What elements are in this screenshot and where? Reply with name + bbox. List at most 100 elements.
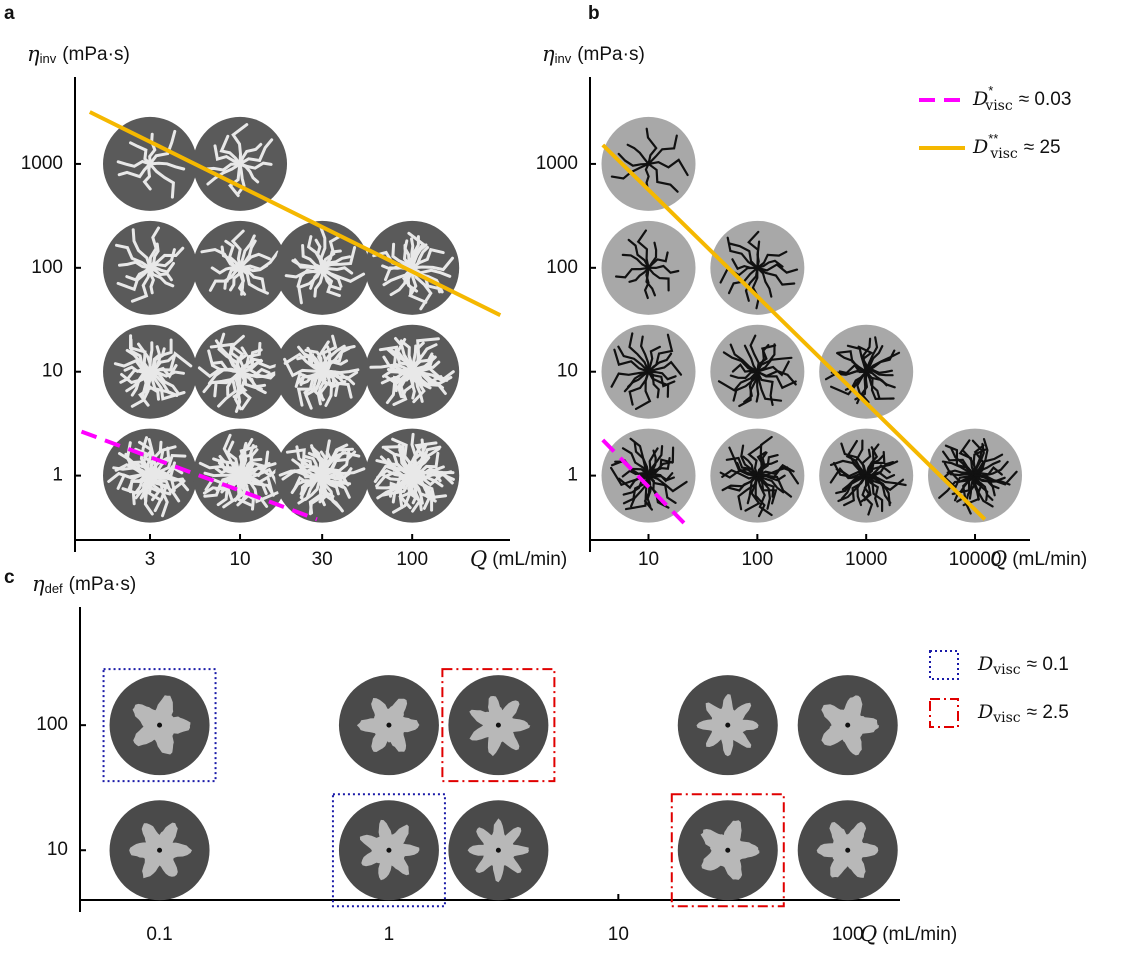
pattern-image: [193, 117, 287, 211]
y-label-text: (mPa·s): [69, 574, 137, 595]
legend-label: D**visc≈ 25: [972, 131, 1061, 162]
y-label-symbol: η: [27, 42, 40, 66]
x-tick-label: 10: [229, 549, 250, 570]
x-axis-label: Q(mL/min): [470, 547, 567, 571]
y-tick-label: 1: [567, 465, 578, 486]
pattern-image: [339, 800, 439, 900]
inlet: [845, 848, 850, 853]
pattern-image: [710, 429, 804, 523]
inlet: [157, 723, 162, 728]
inlet: [725, 848, 730, 853]
y-label-symbol: η: [32, 572, 45, 596]
pattern-image: [448, 800, 548, 900]
x-tick-label: 100: [741, 549, 773, 570]
pattern-image: [275, 221, 369, 315]
x-label-text: (mL/min): [1012, 549, 1087, 570]
x-tick-label: 0.1: [146, 924, 172, 945]
pattern-image: [710, 221, 804, 315]
y-label-sub: inv: [40, 51, 57, 66]
panel-label: b: [588, 3, 600, 24]
pattern-image: [365, 221, 459, 315]
y-axis-label: ηinv (mPa·s): [27, 42, 130, 67]
x-tick-label: 100: [832, 924, 864, 945]
pattern-image: [275, 429, 369, 523]
x-axis-label: Q(mL/min): [860, 922, 957, 946]
pattern-image: [678, 675, 778, 775]
x-axis-label: Q(mL/min): [990, 547, 1087, 571]
legend-text: ≈ 2.5: [1027, 702, 1069, 723]
legend-base: D: [977, 653, 993, 675]
pattern-image: [110, 800, 210, 900]
x-label-text: (mL/min): [882, 924, 957, 945]
y-tick-label: 10: [42, 361, 63, 382]
y-tick-label: 10: [47, 839, 68, 860]
legend-sub: visc: [992, 710, 1021, 726]
x-tick-label: 10: [638, 549, 659, 570]
pattern-image: [110, 675, 210, 775]
legend-swatch: [930, 651, 958, 679]
pattern-image: [103, 325, 197, 419]
figure: aηinv(mPa·s)Q(mL/min)310301001101001000b…: [0, 0, 1148, 953]
y-tick-label: 100: [36, 714, 68, 735]
inlet: [725, 723, 730, 728]
legend-sup: **: [988, 131, 998, 146]
inlet: [386, 723, 391, 728]
y-tick-label: 100: [546, 257, 578, 278]
pattern-image: [193, 325, 287, 419]
inlet: [845, 723, 850, 728]
y-label-sub: inv: [555, 51, 572, 66]
legend-swatch: [930, 699, 958, 727]
pattern-image: [710, 325, 804, 419]
legend-sub: visc: [984, 98, 1013, 114]
pattern-image: [275, 325, 369, 419]
y-tick-label: 100: [31, 257, 63, 278]
inlet: [496, 723, 501, 728]
legend-label: D*visc≈ 0.03: [972, 83, 1071, 114]
page: {"chart_data": [ {"type": "scatter", "pa…: [0, 0, 1148, 953]
pattern-image: [602, 325, 696, 419]
pattern-image: [365, 429, 459, 523]
y-tick-label: 1: [52, 465, 63, 486]
inlet: [157, 848, 162, 853]
pattern-image: [193, 429, 287, 523]
pattern-image: [819, 429, 913, 523]
x-tick-label: 1: [384, 924, 395, 945]
pattern-image: [448, 675, 548, 775]
x-label-symbol: Q: [470, 547, 487, 571]
legend-label: Dvisc ≈ 0.1: [977, 653, 1069, 678]
legend-text: ≈ 0.1: [1027, 654, 1069, 675]
pattern-image: [193, 221, 287, 315]
legend-text: ≈ 0.03: [1019, 89, 1072, 110]
legend-text: ≈ 25: [1024, 137, 1061, 158]
y-axis-label: ηinv (mPa·s): [542, 42, 645, 67]
legend-label: Dvisc ≈ 2.5: [977, 701, 1069, 726]
y-axis-label: ηdef(mPa·s): [32, 572, 136, 597]
pattern-image: [602, 117, 696, 211]
y-label-text: (mPa·s): [577, 44, 645, 65]
y-tick-label: 1000: [536, 153, 578, 174]
panel-label: a: [4, 3, 15, 24]
legend-sub: visc: [992, 662, 1021, 678]
y-label-symbol: η: [542, 42, 555, 66]
x-tick-label: 1000: [845, 549, 887, 570]
pattern-image: [602, 429, 696, 523]
pattern-image: [678, 800, 778, 900]
panel: cηdef(mPa·s)Q(mL/min)0.111010010100Dvisc…: [4, 567, 1069, 945]
pattern-image: [339, 675, 439, 775]
panel-label: c: [4, 567, 15, 588]
legend-sup: *: [988, 83, 993, 98]
legend-base: D: [977, 701, 993, 723]
pattern-image: [103, 221, 197, 315]
y-tick-label: 10: [557, 361, 578, 382]
pattern-image: [103, 429, 197, 523]
pattern-image: [798, 800, 898, 900]
x-tick-label: 100: [396, 549, 428, 570]
pattern-image: [602, 221, 696, 315]
x-tick-label: 30: [312, 549, 333, 570]
x-tick-label: 3: [145, 549, 156, 570]
legend-base: D: [972, 136, 988, 158]
x-label-text: (mL/min): [492, 549, 567, 570]
inlet: [496, 848, 501, 853]
y-label-text: (mPa·s): [62, 44, 130, 65]
